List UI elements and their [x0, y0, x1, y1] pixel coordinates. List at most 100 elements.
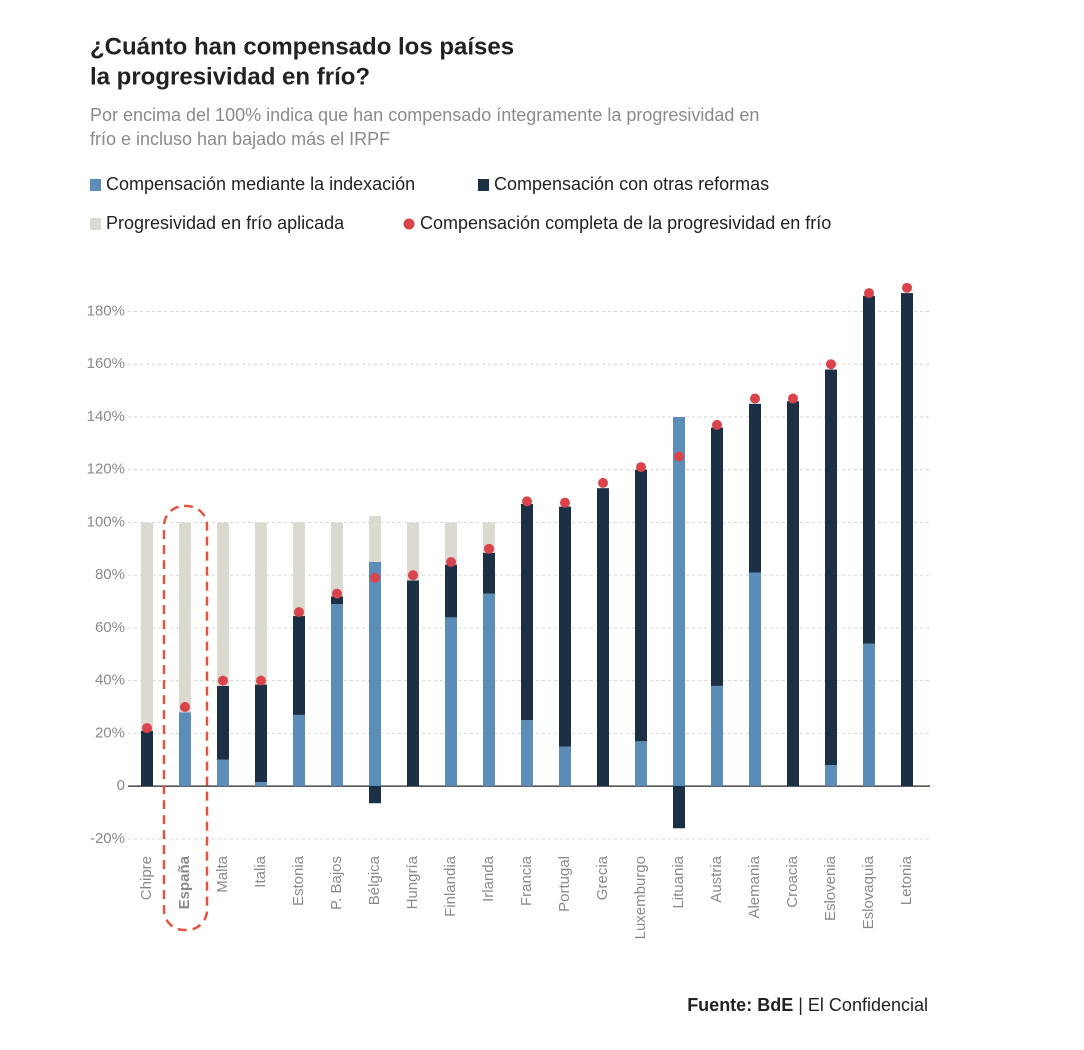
legend-swatch: [90, 218, 101, 230]
y-tick-label: 140%: [87, 408, 125, 425]
dot: [750, 393, 760, 404]
bar-segment: [331, 596, 343, 605]
bar-segment: [255, 782, 267, 787]
bar-segment: [787, 401, 799, 787]
bar-segment: [141, 522, 153, 731]
x-tick-label: Francia: [518, 855, 535, 906]
bar-segment: [179, 712, 191, 787]
x-tick-label: Eslovaquia: [860, 855, 877, 929]
highlight-box: [162, 504, 209, 932]
bar-segment: [331, 522, 343, 597]
bar-segment: [293, 616, 305, 715]
x-tick-label: Alemania: [746, 855, 763, 918]
dot: [826, 359, 836, 370]
bar-segment: [825, 369, 837, 765]
dot: [256, 675, 266, 686]
bar-segment: [407, 522, 419, 581]
dot: [560, 497, 570, 508]
bar-segment: [863, 295, 875, 644]
bar-segment: [635, 469, 647, 742]
x-tick-label: P. Bajos: [328, 856, 345, 910]
dot: [788, 393, 798, 404]
y-tick-label: -20%: [90, 830, 125, 847]
bar-segment: [749, 403, 761, 573]
x-tick-label: Hungría: [404, 855, 421, 909]
y-tick-label: 160%: [87, 355, 125, 372]
x-tick-label: Letonia: [898, 855, 915, 905]
bar-segment: [597, 488, 609, 787]
bar-segment: [521, 720, 533, 787]
x-tick-label: Chipre: [138, 856, 155, 900]
bar-segment: [673, 786, 685, 829]
source-label: Fuente:: [687, 995, 752, 1015]
bar-segment: [711, 685, 723, 787]
bar-segment: [179, 522, 191, 713]
bar-segment: [217, 685, 229, 760]
bar-segment: [711, 427, 723, 686]
x-tick-label: Lituania: [670, 855, 687, 908]
bar-segment: [369, 515, 381, 562]
bar-segment: [635, 741, 647, 787]
dot: [598, 477, 608, 488]
bar-segment: [217, 759, 229, 787]
y-tick-label: 0: [117, 777, 125, 794]
y-tick-label: 100%: [87, 513, 125, 530]
dot: [636, 462, 646, 473]
bar-segment: [901, 293, 913, 787]
separator: |: [798, 995, 803, 1015]
legend-label: Compensación con otras reformas: [494, 174, 769, 194]
dot: [142, 723, 152, 734]
dot: [218, 675, 228, 686]
bar-segment: [749, 572, 761, 787]
bar-segment: [445, 522, 457, 565]
dot: [294, 607, 304, 618]
chart-title: ¿Cuánto han compensado los países: [90, 33, 514, 60]
dot: [712, 419, 722, 430]
legend-swatch: [90, 179, 101, 191]
dot: [522, 496, 532, 507]
x-tick-label: Bélgica: [366, 855, 383, 905]
x-tick-label: Portugal: [556, 856, 573, 912]
dot: [864, 288, 874, 299]
legend-label: Progresividad en frío aplicada: [106, 213, 345, 233]
source: Fuente: BdE | El Confidencial: [687, 995, 928, 1015]
subtitle: frío e incluso han bajado más el IRPF: [90, 129, 390, 149]
legend-label: Compensación completa de la progresivida…: [420, 213, 831, 233]
dot: [370, 572, 380, 583]
x-tick-label: Italia: [252, 855, 269, 887]
bar-segment: [407, 580, 419, 787]
bar-segment: [483, 593, 495, 787]
bar-segment: [369, 562, 381, 787]
dot: [902, 282, 912, 293]
dot: [674, 451, 684, 462]
dot: [408, 570, 418, 581]
legend-swatch: [478, 179, 489, 191]
dot: [332, 588, 342, 599]
bar-segment: [293, 522, 305, 617]
bar-segment: [483, 552, 495, 594]
dot: [484, 543, 494, 554]
x-tick-label: España: [176, 855, 193, 909]
y-tick-label: 20%: [95, 724, 125, 741]
bar-segment: [673, 417, 685, 787]
x-tick-label: Irlanda: [480, 855, 497, 902]
dot: [446, 557, 456, 567]
bar-segment: [825, 765, 837, 787]
bar-segment: [217, 522, 229, 686]
x-tick-label: Finlandia: [442, 855, 459, 917]
x-tick-label: Malta: [214, 855, 231, 892]
subtitle: Por encima del 100% indica que han compe…: [90, 105, 759, 125]
x-tick-label: Estonia: [290, 855, 307, 906]
x-tick-label: Eslovenia: [822, 855, 839, 921]
bar-segment: [331, 604, 343, 787]
bar-segment: [141, 730, 153, 787]
x-tick-label: Austria: [708, 855, 725, 902]
bar-segment: [559, 506, 571, 747]
bar-segment: [445, 564, 457, 618]
y-tick-label: 60%: [95, 619, 125, 636]
y-tick-label: 80%: [95, 566, 125, 583]
y-tick-label: 120%: [87, 461, 125, 478]
legend-swatch: [403, 218, 415, 230]
x-tick-label: Grecia: [594, 855, 611, 900]
